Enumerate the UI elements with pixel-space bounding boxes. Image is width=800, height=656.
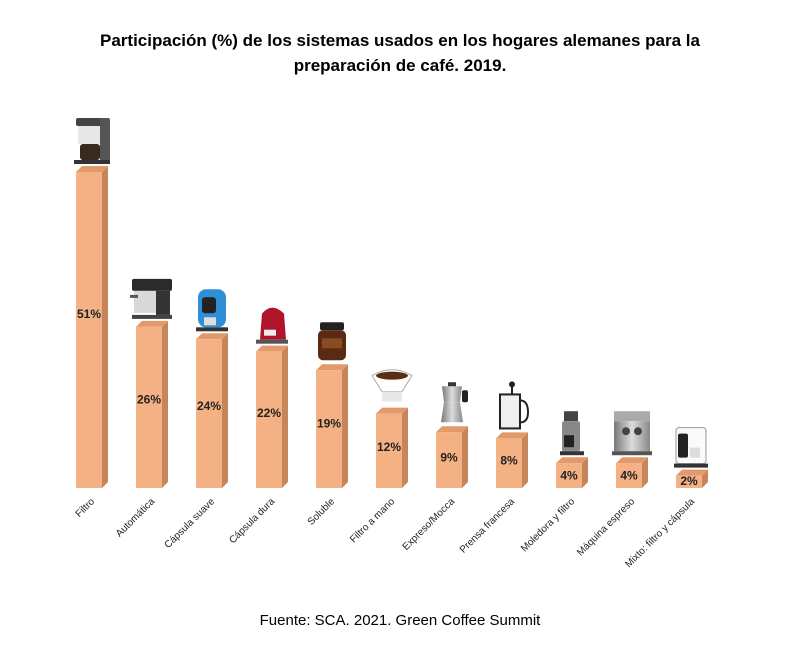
- bar-top: [76, 166, 108, 172]
- data-label: 4%: [560, 469, 578, 483]
- pour-over-dripper-icon: [371, 369, 413, 402]
- chart-title: Participación (%) de los sistemas usados…: [100, 31, 700, 75]
- category-label: Cápsula suave: [163, 496, 218, 551]
- bar: [676, 475, 702, 488]
- bar-group: 19%: [316, 364, 348, 488]
- bar: [316, 370, 342, 488]
- data-label: 8%: [500, 454, 518, 468]
- bar-group: 12%: [376, 407, 408, 488]
- bar: [616, 463, 642, 488]
- bar: [256, 351, 282, 488]
- bar-top: [136, 320, 168, 327]
- bar-top: [196, 333, 228, 340]
- bar-top: [496, 432, 528, 439]
- bar-top: [256, 345, 288, 352]
- bar-side: [642, 457, 648, 488]
- espresso-machine-steel-icon: [612, 411, 652, 456]
- bar-group: 2%: [676, 469, 708, 488]
- data-label: 19%: [317, 416, 341, 430]
- data-label: 2%: [680, 474, 698, 488]
- bar-group: 9%: [436, 426, 468, 488]
- bar: [136, 326, 162, 488]
- bar: [196, 339, 222, 488]
- category-label: Cápsula dura: [227, 496, 277, 546]
- bar-group: 51%: [76, 166, 108, 488]
- category-label: Máquina espreso: [575, 496, 637, 558]
- bar-group: 24%: [196, 333, 228, 488]
- bar-group: 4%: [616, 457, 648, 488]
- combo-filter-capsule-icon: [674, 427, 708, 468]
- capsule-machine-blue-icon: [196, 289, 228, 332]
- bar-top: [616, 457, 648, 464]
- data-label: 9%: [440, 450, 458, 464]
- bar: [76, 172, 102, 488]
- bar-side: [222, 333, 228, 488]
- bar-group: 26%: [136, 320, 168, 488]
- bar-side: [522, 432, 528, 488]
- category-label: Soluble: [306, 496, 338, 528]
- bar-group: 8%: [496, 432, 528, 488]
- bar-side: [102, 166, 108, 488]
- bar-side: [582, 457, 588, 488]
- data-label: 24%: [197, 399, 221, 413]
- bar-group: 4%: [556, 457, 588, 488]
- data-label: 26%: [137, 392, 161, 406]
- category-label: Automática: [114, 496, 157, 539]
- capsule-machine-red-icon: [256, 307, 288, 344]
- category-label: Mixto: filtro y cápsula: [623, 496, 697, 570]
- drip-coffee-maker-icon: [74, 118, 110, 164]
- moka-pot-icon: [441, 382, 468, 423]
- bar: [496, 438, 522, 488]
- bar-top: [556, 457, 588, 464]
- bar-side: [702, 469, 708, 488]
- bar-chart: 51% 26% 24% 22% 19% 12% 9% 8% 4% 4% 2% Filtro Autom…: [74, 118, 708, 570]
- category-label: Filtro: [74, 496, 98, 520]
- bar-side: [162, 320, 168, 488]
- bar-top: [676, 469, 708, 476]
- bar-side: [342, 364, 348, 488]
- data-label: 12%: [377, 440, 401, 454]
- category-label: Prensa francesa: [458, 496, 518, 556]
- category-label: Expreso/Mocca: [401, 496, 458, 553]
- data-label: 51%: [77, 307, 101, 321]
- data-label: 22%: [257, 406, 281, 420]
- french-press-icon: [499, 381, 530, 430]
- bar-top: [316, 364, 348, 371]
- category-label: Moledora y filtro: [519, 496, 577, 554]
- grinder-filter-icon: [560, 411, 584, 456]
- bar-side: [462, 426, 468, 488]
- bar: [556, 463, 582, 488]
- bar: [436, 432, 462, 488]
- espresso-machine-icon: [130, 278, 172, 319]
- bar-top: [436, 426, 468, 433]
- bar-side: [402, 407, 408, 488]
- bar-group: 22%: [256, 345, 288, 488]
- data-label: 4%: [620, 469, 638, 483]
- chart-source: Fuente: SCA. 2021. Green Coffee Summit: [259, 612, 541, 629]
- category-label: Filtro a mano: [348, 496, 397, 545]
- bar: [376, 413, 402, 488]
- instant-coffee-jar-icon: [318, 322, 346, 361]
- bar-top: [376, 407, 408, 414]
- bar-side: [282, 345, 288, 488]
